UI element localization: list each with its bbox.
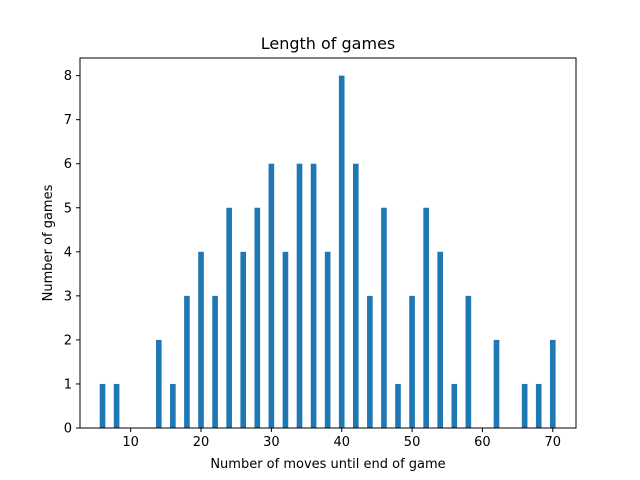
bar	[352, 163, 359, 428]
x-tick-label: 30	[263, 435, 280, 450]
chart-title: Length of games	[261, 34, 396, 53]
y-tick-label: 5	[64, 201, 72, 216]
bar	[437, 251, 444, 428]
bar	[268, 163, 275, 428]
x-tick-label: 20	[193, 435, 210, 450]
bar	[184, 295, 190, 428]
bar	[395, 383, 401, 428]
y-tick-label: 7	[64, 113, 72, 128]
x-tick-label: 10	[122, 435, 139, 450]
bar	[423, 207, 429, 428]
y-tick-label: 2	[64, 333, 72, 348]
y-axis-label: Number of games	[41, 184, 56, 301]
bar	[198, 251, 204, 428]
y-tick-label: 4	[64, 245, 72, 260]
bar	[493, 339, 500, 428]
y-tick-label: 3	[64, 289, 72, 304]
bar	[451, 383, 458, 428]
bar	[521, 383, 528, 428]
bar	[282, 251, 289, 428]
bar	[409, 295, 415, 428]
y-axis-ticks: 0 1 2 3 4 5 6 7 8	[64, 69, 80, 437]
bar	[549, 339, 556, 428]
bar	[170, 383, 176, 428]
y-tick-label: 8	[64, 69, 72, 84]
bar	[381, 207, 387, 428]
bar	[113, 383, 120, 428]
bar	[240, 251, 247, 428]
y-tick-label: 1	[64, 377, 72, 392]
x-tick-label: 60	[474, 435, 491, 450]
bar	[155, 339, 162, 428]
x-tick-label: 70	[545, 435, 562, 450]
x-axis-ticks: 10 20 30 40 50 60 70	[122, 428, 561, 450]
bar	[226, 207, 232, 428]
plot-frame	[79, 57, 577, 429]
y-tick-label: 0	[64, 422, 72, 437]
bar	[324, 251, 331, 428]
x-tick-label: 50	[404, 435, 421, 450]
bar	[212, 295, 218, 428]
x-tick-label: 40	[333, 435, 350, 450]
bar	[99, 383, 106, 428]
bars-group	[99, 75, 556, 429]
bar	[310, 163, 317, 428]
x-axis-label: Number of moves until end of game	[210, 457, 445, 472]
bar	[535, 383, 542, 428]
bar	[465, 295, 472, 428]
bar	[338, 75, 345, 429]
bar	[254, 207, 261, 428]
bar	[296, 163, 303, 428]
y-tick-label: 6	[64, 157, 72, 172]
bar	[367, 295, 373, 428]
